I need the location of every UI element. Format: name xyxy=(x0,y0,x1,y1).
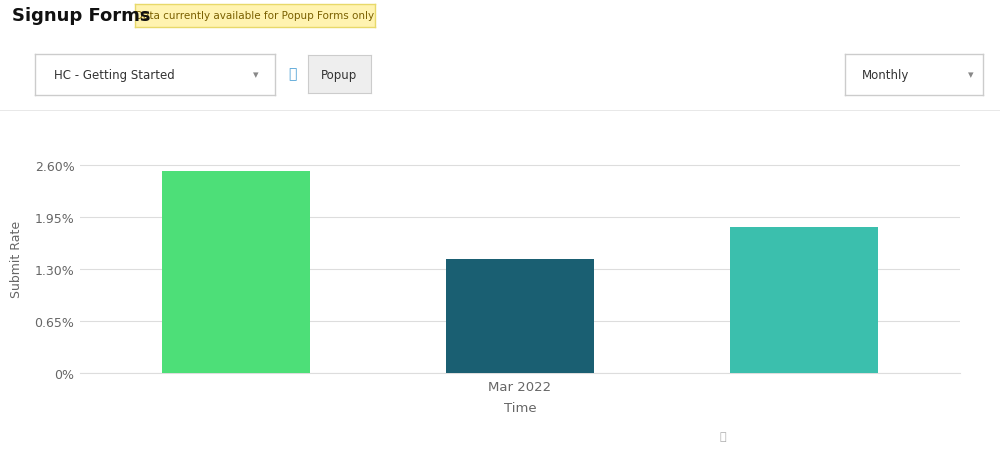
Text: Monthly: Monthly xyxy=(862,69,909,81)
Text: ▾: ▾ xyxy=(968,70,973,80)
Text: HC - Getting Started: HC - Getting Started xyxy=(54,69,175,81)
Text: ▾: ▾ xyxy=(253,70,258,80)
Bar xyxy=(446,259,594,373)
Text: Signup Forms: Signup Forms xyxy=(12,7,150,25)
Text: ⓘ: ⓘ xyxy=(720,431,727,441)
Text: Popup: Popup xyxy=(321,68,358,81)
Y-axis label: Submit Rate: Submit Rate xyxy=(10,221,23,298)
Text: Data currently available for Popup Forms only: Data currently available for Popup Forms… xyxy=(135,11,375,21)
Bar xyxy=(730,227,878,373)
Text: ⧉: ⧉ xyxy=(288,67,296,81)
Bar xyxy=(162,171,310,373)
X-axis label: Time: Time xyxy=(504,401,536,415)
